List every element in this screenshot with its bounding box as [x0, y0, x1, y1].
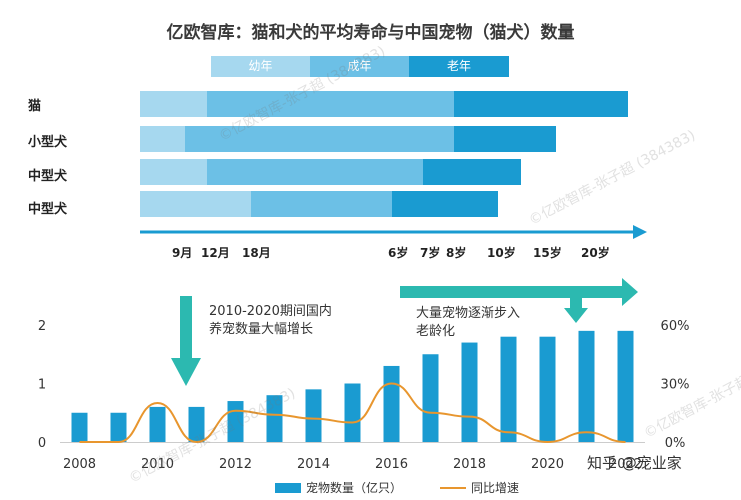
age-tick-15y: 15岁 — [533, 246, 562, 260]
medium-dog-2-old-segment — [392, 191, 498, 217]
y-right-tick-0pct: 0% — [665, 436, 686, 451]
legend-line-label: 同比增速 — [471, 481, 520, 495]
cat-old-segment — [454, 91, 628, 117]
bar-2013 — [266, 395, 283, 442]
x-tick-2016: 2016 — [375, 457, 408, 472]
x-tick-2020: 2020 — [531, 457, 564, 472]
stage-legend-adult: 成年 — [310, 56, 409, 77]
legend-line-swatch — [440, 486, 467, 489]
age-tick-12m: 12月 — [201, 246, 230, 260]
medium-dog-old-segment — [423, 159, 521, 185]
bar-2008 — [71, 412, 88, 442]
medium-dog-adult-segment — [207, 159, 423, 185]
row-label-small-dog: 小型犬 — [28, 135, 68, 150]
bar-2009 — [110, 412, 127, 442]
stage-legend-old: 老年 — [409, 56, 509, 77]
bar-2018 — [461, 342, 478, 442]
bar-2011 — [188, 406, 205, 442]
annotation-aging-line-2: 老龄化 — [416, 324, 456, 339]
age-axis-arrow — [140, 225, 647, 239]
y-left-tick-0: 0 — [38, 436, 46, 451]
age-tick-9m: 9月 — [172, 246, 193, 260]
bar-2022 — [617, 330, 634, 442]
age-tick-7y: 7岁 — [420, 246, 441, 260]
age-tick-10y: 10岁 — [487, 246, 516, 260]
y-left-tick-1: 1 — [38, 378, 46, 393]
age-tick-20y: 20岁 — [581, 246, 610, 260]
annotation-aging-line-1: 大量宠物逐渐步入 — [416, 306, 521, 321]
chart-legend: 宠物数量（亿只） 同比增速 — [275, 479, 519, 496]
bar-2020 — [539, 336, 556, 442]
bar-2017 — [422, 354, 439, 442]
y-left-tick-2: 2 — [38, 319, 46, 334]
small-dog-adult-segment — [185, 126, 454, 152]
annotation-growth-line-2: 养宠数量大幅增长 — [209, 322, 314, 337]
small-dog-young-segment — [140, 126, 185, 152]
age-tick-6y: 6岁 — [388, 246, 409, 260]
stage-legend: 幼年 成年 老年 — [211, 56, 509, 77]
medium-dog-young-segment — [140, 159, 207, 185]
bar-2015 — [344, 383, 361, 442]
legend-bar-label: 宠物数量（亿只） — [306, 481, 403, 495]
y-right-tick-60pct: 60% — [661, 319, 690, 334]
row-label-cat: 猫 — [28, 99, 42, 114]
x-tick-2010: 2010 — [141, 457, 174, 472]
legend-bar-swatch — [275, 482, 301, 493]
x-tick-2018: 2018 — [453, 457, 486, 472]
annotation-growth: 2010-2020期间国内 养宠数量大幅增长 — [209, 303, 332, 339]
age-tick-8y: 8岁 — [446, 246, 467, 260]
x-tick-2014: 2014 — [297, 457, 330, 472]
bend-arrow-icon — [400, 278, 638, 323]
bar-2021 — [578, 330, 595, 442]
bar-2010 — [149, 406, 166, 442]
cat-young-segment — [140, 91, 207, 117]
x-tick-2008: 2008 — [63, 457, 96, 472]
annotation-growth-line-1: 2010-2020期间国内 — [209, 304, 332, 319]
stage-legend-young: 幼年 — [211, 56, 310, 77]
age-tick-18m: 18月 — [242, 246, 271, 260]
row-label-medium-dog: 中型犬 — [28, 169, 68, 184]
row-label-medium-dog-2: 中型犬 — [28, 202, 68, 217]
medium-dog-2-adult-segment — [251, 191, 392, 217]
x-tick-2022: 2022 — [609, 457, 642, 472]
chart-title: 亿欧智库：猫和犬的平均寿命与中国宠物（猫犬）数量 — [166, 23, 575, 43]
annotation-aging: 大量宠物逐渐步入 老龄化 — [416, 305, 520, 341]
bar-2016 — [383, 365, 400, 442]
growth-rate-line — [79, 382, 626, 444]
y-right-tick-30pct: 30% — [661, 378, 690, 393]
x-tick-2012: 2012 — [219, 457, 252, 472]
small-dog-old-segment — [454, 126, 556, 152]
bar-2014 — [305, 389, 322, 442]
bar-2019 — [500, 336, 517, 442]
medium-dog-2-young-segment — [140, 191, 251, 217]
down-arrow-icon — [171, 296, 201, 386]
brand-watermark: 知乎 @宠业家 — [587, 454, 682, 472]
cat-adult-segment — [207, 91, 454, 117]
